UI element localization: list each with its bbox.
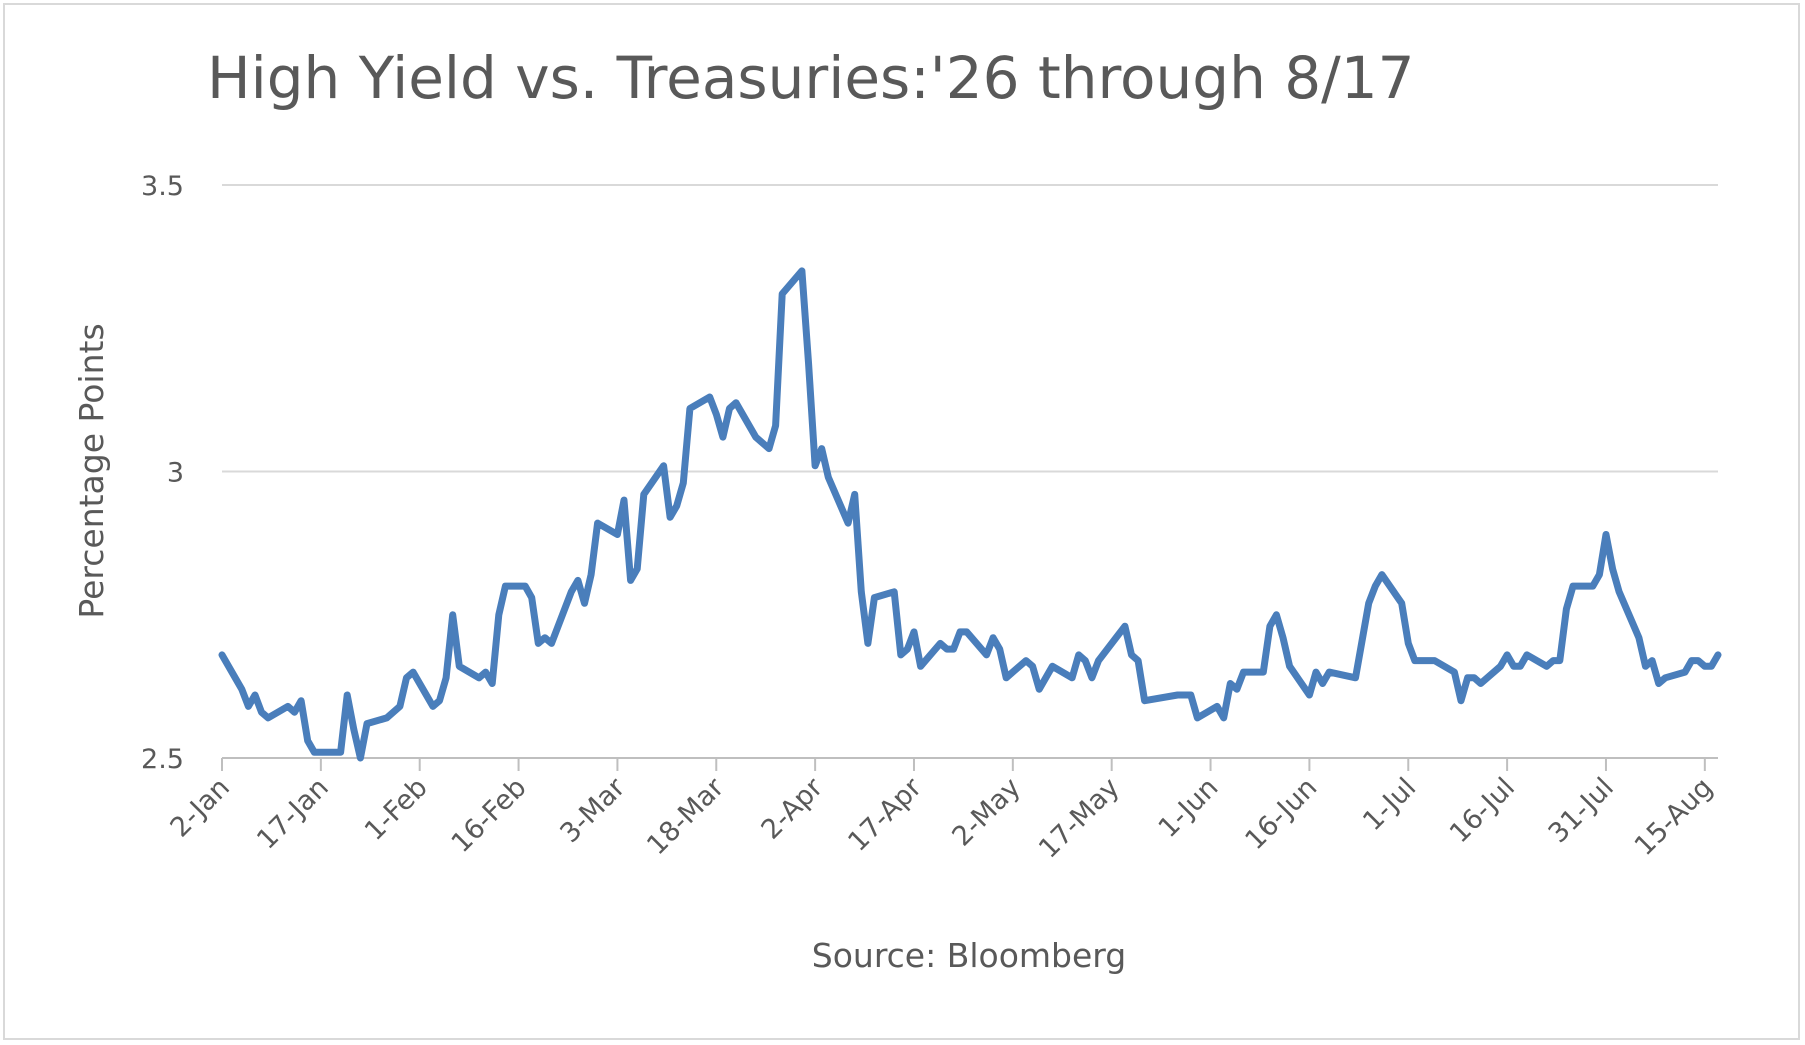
x-tick-label: 1-Feb xyxy=(359,772,434,847)
x-tick-label: 15-Aug xyxy=(1629,772,1719,862)
x-tick-label: 16-Jun xyxy=(1239,772,1323,856)
y-axis-ticks: 2.5 3 3.5 xyxy=(141,171,184,775)
x-tick-label: 2-Apr xyxy=(756,771,830,845)
chart-frame xyxy=(3,3,1800,1040)
x-tick-label: 17-Apr xyxy=(842,771,928,857)
y-tick-label: 3 xyxy=(167,458,184,489)
x-tick-label: 2-Jan xyxy=(164,772,235,843)
x-tick-label: 1-Jun xyxy=(1153,772,1225,844)
x-tick-label: 16-Feb xyxy=(446,772,533,859)
x-tick-label: 1-Jul xyxy=(1357,772,1422,837)
x-axis-title: Source: Bloomberg xyxy=(812,936,1126,975)
x-tick-label: 16-Jul xyxy=(1444,772,1521,849)
gridlines xyxy=(222,184,1718,473)
x-tick-label: 2-May xyxy=(946,772,1026,852)
y-tick-label: 2.5 xyxy=(141,744,184,775)
chart-title: High Yield vs. Treasuries:'26 through 8/… xyxy=(207,44,1415,112)
y-axis-title: Percentage Points xyxy=(72,323,111,618)
x-tick-label: 17-Jan xyxy=(251,772,335,856)
x-axis: 2-Jan 17-Jan 1-Feb 16-Feb 3-Mar 18-Mar 2-Apr 17… xyxy=(164,757,1719,865)
series-line xyxy=(218,267,1722,762)
x-tick-label: 31-Jul xyxy=(1543,772,1620,849)
x-tick-label: 17-May xyxy=(1033,772,1126,865)
series-group xyxy=(218,267,1722,762)
x-tick-label: 3-Mar xyxy=(554,771,632,849)
y-tick-label: 3.5 xyxy=(141,171,184,202)
x-tick-label: 18-Mar xyxy=(641,771,731,861)
